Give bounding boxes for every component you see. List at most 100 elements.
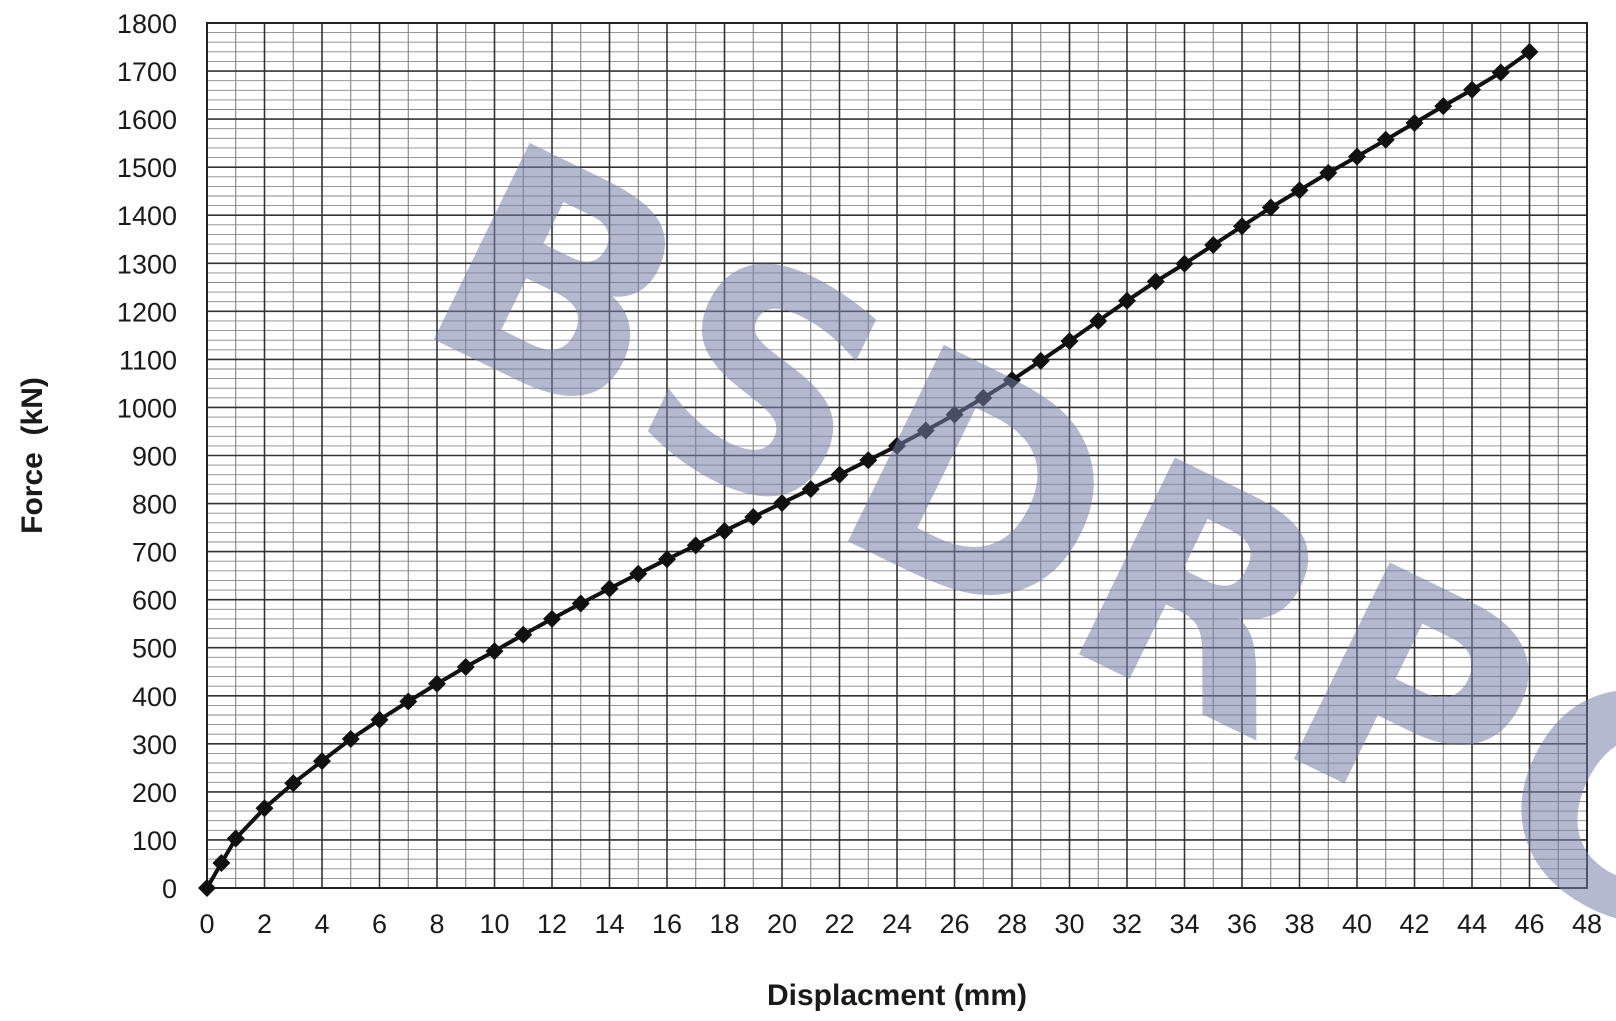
x-tick-label: 24 bbox=[882, 909, 912, 939]
data-point-marker bbox=[313, 752, 331, 771]
x-tick-label: 12 bbox=[537, 909, 567, 939]
data-point-marker bbox=[370, 710, 389, 729]
data-point-marker bbox=[715, 521, 734, 540]
data-point-marker bbox=[1003, 371, 1021, 390]
data-point-marker bbox=[1520, 42, 1539, 61]
data-point-marker bbox=[1491, 63, 1510, 82]
x-tick-labels: 0 2 4 6 8 10 12 14 16 18 20 22 24 26 28 30 32 34 36 38 40 42 4… bbox=[199, 909, 1602, 939]
y-tick-label: 1600 bbox=[117, 105, 177, 135]
y-tick-label: 1400 bbox=[117, 201, 177, 231]
y-tick-label: 800 bbox=[132, 490, 177, 520]
x-tick-label: 38 bbox=[1284, 909, 1314, 939]
data-point-marker bbox=[916, 421, 935, 440]
data-point-marker bbox=[859, 451, 878, 470]
data-point-marker bbox=[1204, 236, 1223, 255]
x-tick-label: 20 bbox=[767, 909, 797, 939]
x-tick-label: 16 bbox=[652, 909, 682, 939]
y-tick-label: 1200 bbox=[117, 297, 177, 327]
y-tick-label: 1800 bbox=[117, 9, 177, 39]
data-point-marker bbox=[1434, 97, 1453, 116]
data-point-marker bbox=[744, 508, 763, 527]
y-tick-label: 1500 bbox=[117, 153, 177, 183]
data-point-marker bbox=[226, 829, 245, 848]
x-tick-label: 28 bbox=[997, 909, 1027, 939]
x-tick-label: 40 bbox=[1342, 909, 1372, 939]
y-tick-label: 1000 bbox=[117, 393, 177, 423]
data-point-marker bbox=[1463, 80, 1481, 99]
data-point-marker bbox=[1405, 113, 1424, 132]
y-tick-label: 1300 bbox=[117, 249, 177, 279]
data-point-marker bbox=[801, 480, 820, 499]
y-tick-label: 100 bbox=[132, 826, 177, 856]
data-point-marker bbox=[198, 879, 216, 897]
data-point-marker bbox=[514, 625, 533, 644]
y-tick-label: 500 bbox=[132, 634, 177, 664]
data-point-marker bbox=[1290, 181, 1309, 200]
data-point-marker bbox=[341, 730, 360, 749]
x-axis-title: Displacment (mm) bbox=[767, 979, 1027, 1012]
x-tick-label: 22 bbox=[824, 909, 854, 939]
data-point-marker bbox=[974, 388, 993, 407]
y-tick-label: 700 bbox=[132, 538, 177, 568]
data-point-marker bbox=[1175, 254, 1194, 273]
y-tick-labels: 0 100 200 300 400 500 600 700 800 900 1000 1100 1200… bbox=[117, 9, 177, 904]
data-point-marker bbox=[945, 405, 964, 424]
y-tick-label: 0 bbox=[162, 874, 177, 904]
data-point-marker bbox=[1118, 291, 1136, 310]
y-tick-label: 300 bbox=[132, 730, 177, 760]
data-point-marker bbox=[830, 465, 849, 484]
data-point-marker bbox=[888, 436, 906, 455]
x-tick-label: 4 bbox=[314, 909, 329, 939]
x-tick-label: 14 bbox=[594, 909, 624, 939]
y-tick-label: 200 bbox=[132, 778, 177, 808]
y-axis-title: Force (kN) bbox=[16, 377, 49, 534]
data-point-marker bbox=[212, 854, 231, 873]
x-tick-label: 44 bbox=[1457, 909, 1487, 939]
x-tick-label: 46 bbox=[1514, 909, 1544, 939]
y-tick-label: 1700 bbox=[117, 57, 177, 87]
data-point-marker bbox=[1348, 147, 1366, 166]
x-tick-label: 32 bbox=[1112, 909, 1142, 939]
x-tick-label: 42 bbox=[1399, 909, 1429, 939]
x-tick-label: 10 bbox=[479, 909, 509, 939]
data-point-marker bbox=[1261, 198, 1280, 217]
y-tick-label: 1100 bbox=[119, 345, 177, 375]
data-point-marker bbox=[1146, 272, 1165, 291]
data-point-marker bbox=[485, 642, 504, 661]
data-point-marker bbox=[658, 550, 676, 569]
x-tick-label: 48 bbox=[1572, 909, 1602, 939]
y-tick-label: 400 bbox=[132, 682, 177, 712]
x-tick-label: 6 bbox=[372, 909, 387, 939]
data-point-marker bbox=[773, 494, 791, 513]
x-tick-label: 34 bbox=[1169, 909, 1199, 939]
data-point-marker bbox=[629, 564, 648, 583]
data-point-marker bbox=[1319, 163, 1338, 182]
grid-major-lines bbox=[206, 22, 1588, 889]
data-point-marker bbox=[1233, 217, 1251, 236]
x-tick-label: 30 bbox=[1054, 909, 1084, 939]
y-tick-label: 600 bbox=[132, 586, 177, 616]
data-point-marker bbox=[1031, 351, 1050, 370]
x-tick-label: 2 bbox=[257, 909, 272, 939]
data-point-marker bbox=[571, 594, 590, 613]
x-tick-label: 0 bbox=[199, 909, 214, 939]
x-tick-label: 8 bbox=[429, 909, 444, 939]
x-tick-label: 36 bbox=[1227, 909, 1257, 939]
x-tick-label: 26 bbox=[939, 909, 969, 939]
data-point-marker bbox=[456, 657, 475, 676]
data-point-marker bbox=[255, 799, 274, 818]
data-point-marker bbox=[1089, 311, 1108, 330]
series-layer bbox=[198, 42, 1539, 897]
data-point-marker bbox=[1060, 332, 1079, 351]
data-point-marker bbox=[600, 579, 619, 598]
data-point-marker bbox=[686, 536, 705, 555]
x-tick-label: 18 bbox=[709, 909, 739, 939]
data-point-marker bbox=[1376, 130, 1395, 149]
data-point-marker bbox=[543, 609, 561, 628]
plot-frame bbox=[206, 22, 1588, 889]
data-point-marker bbox=[428, 674, 446, 693]
data-point-marker bbox=[399, 692, 418, 711]
y-tick-label: 900 bbox=[132, 442, 177, 472]
